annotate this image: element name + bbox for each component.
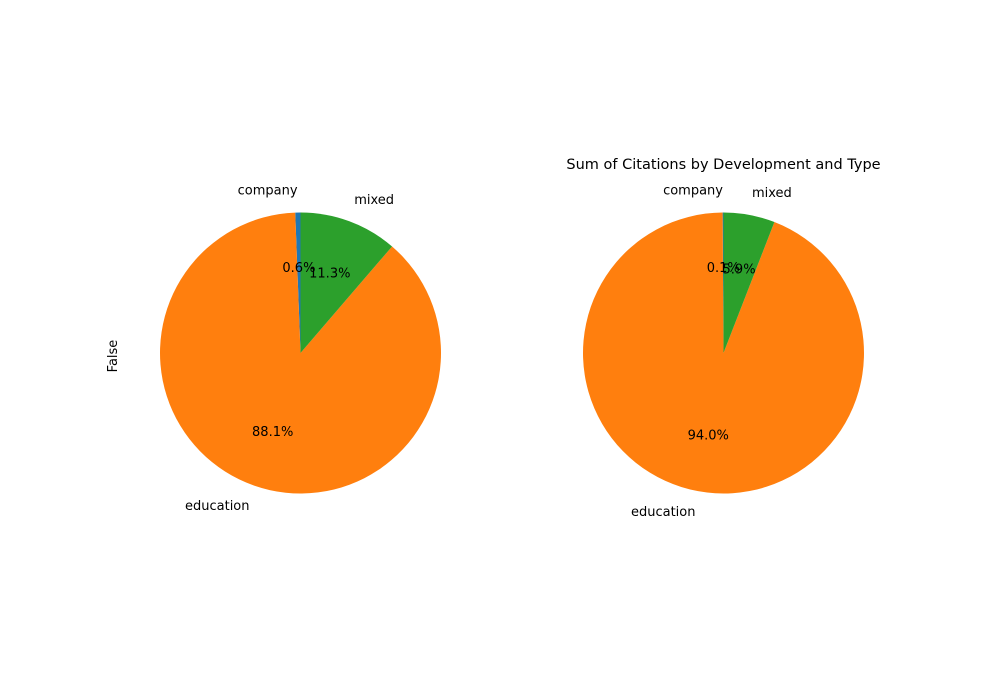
pie-2-labels: company education mixed: [631, 183, 792, 520]
pie-chart-1: company education mixed 0.6% 88.1% 11.3% Fal…: [106, 183, 441, 514]
pie-2-pct-mixed: 5.9%: [723, 263, 756, 278]
pie-1-label-company: company: [238, 183, 298, 198]
pie-2-pct-education: 94.0%: [688, 428, 729, 443]
pie-2-slice-company: [722, 212, 724, 353]
pie-1-pct-company: 0.6%: [282, 261, 315, 276]
pie-2-pct-labels: 0.1% 94.0% 5.9%: [688, 261, 756, 443]
pie-2-label-company: company: [663, 183, 723, 198]
pie-2-pct-company: 0.1%: [707, 261, 740, 276]
pie-1-pct-mixed: 11.3%: [309, 266, 350, 281]
pie-1-slice-company: [295, 212, 301, 353]
pie-1-labels: company education mixed: [185, 183, 394, 513]
pie-2-title: Sum of Citations by Development and Type: [566, 157, 880, 173]
pie-1-pct-education: 88.1%: [252, 425, 293, 440]
pie-1-label-mixed: mixed: [354, 193, 394, 208]
pie-2-label-education: education: [631, 505, 696, 520]
pie-2-label-mixed: mixed: [752, 186, 792, 201]
pie-1-slices: [159, 212, 441, 494]
pie-2-slices: [583, 212, 864, 494]
pie-1-label-education: education: [185, 499, 250, 514]
pie-1-pct-labels: 0.6% 88.1% 11.3%: [252, 261, 350, 440]
pie-2-slice-mixed: [723, 212, 775, 353]
pie-chart-2: Sum of Citations by Development and Type…: [566, 157, 880, 520]
pie-1-ylabel: False: [106, 340, 121, 373]
pie-2-slice-education: [583, 212, 864, 494]
pie-1-slice-education: [159, 212, 441, 494]
pie-1-slice-mixed: [300, 212, 393, 353]
